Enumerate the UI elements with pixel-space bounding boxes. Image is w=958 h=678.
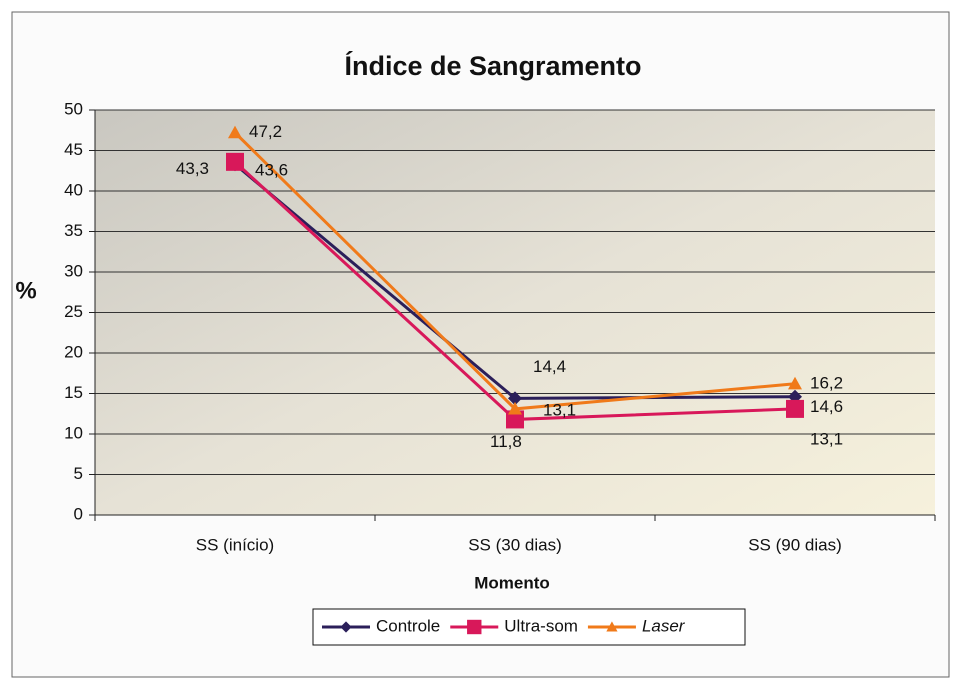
legend-label: Laser: [642, 616, 686, 635]
y-tick-label: 50: [64, 99, 83, 118]
data-label: 43,3: [176, 159, 209, 178]
marker: [340, 621, 352, 633]
y-tick-label: 30: [64, 261, 83, 280]
data-label: 11,8: [490, 432, 522, 451]
data-label: 16,2: [810, 373, 843, 392]
legend: [312, 608, 746, 646]
x-tick-label: SS (90 dias): [748, 535, 842, 554]
data-label: 43,6: [255, 160, 288, 179]
legend-label: Controle: [376, 616, 440, 635]
y-tick-label: 20: [64, 342, 83, 361]
marker: [606, 621, 618, 632]
legend-label: Ultra-som: [504, 616, 578, 635]
y-tick-label: 35: [64, 221, 83, 240]
data-label: 13,1: [543, 400, 576, 419]
x-axis-label: Momento: [474, 573, 550, 592]
data-label: 14,4: [533, 357, 566, 376]
chart-title: Índice de Sangramento: [344, 50, 641, 81]
data-label: 47,2: [249, 122, 282, 141]
y-tick-label: 10: [64, 423, 83, 442]
y-axis-label: %: [15, 277, 36, 304]
data-label: 13,1: [810, 429, 843, 448]
x-tick-label: SS (30 dias): [468, 535, 562, 554]
marker: [467, 619, 482, 635]
data-label: 14,6: [810, 397, 843, 416]
marker: [788, 376, 802, 390]
marker: [508, 401, 522, 415]
marker: [508, 391, 522, 406]
y-tick-label: 40: [64, 180, 83, 199]
x-tick-label: SS (início): [196, 535, 274, 554]
y-tick-label: 0: [74, 504, 83, 523]
y-tick-label: 15: [64, 383, 83, 402]
marker: [228, 125, 242, 139]
y-tick-label: 25: [64, 302, 83, 321]
y-tick-label: 45: [64, 140, 83, 159]
marker: [506, 410, 524, 429]
marker: [786, 399, 804, 418]
y-tick-label: 5: [74, 464, 83, 483]
marker: [226, 152, 244, 171]
